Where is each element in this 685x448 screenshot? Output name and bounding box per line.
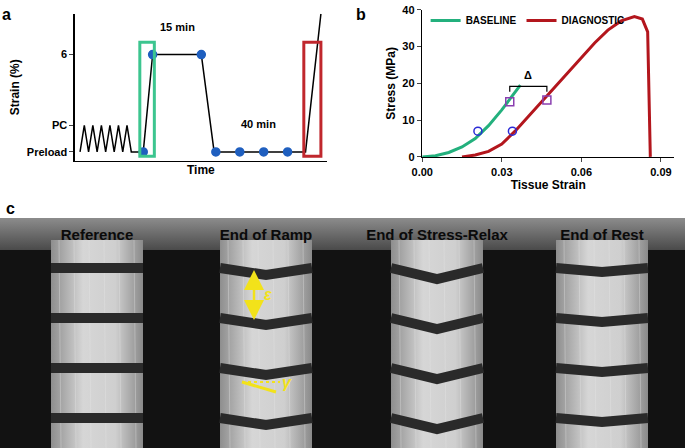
svg-text:40 min: 40 min bbox=[241, 118, 276, 130]
svg-text:0.09: 0.09 bbox=[650, 166, 671, 178]
svg-text:End of Stress-Relax: End of Stress-Relax bbox=[366, 226, 508, 243]
svg-text:End of Ramp: End of Ramp bbox=[220, 226, 313, 243]
svg-text:30: 30 bbox=[402, 40, 414, 52]
svg-text:6: 6 bbox=[61, 48, 67, 60]
svg-text:0.00: 0.00 bbox=[412, 166, 433, 178]
svg-text:40: 40 bbox=[402, 4, 414, 16]
svg-text:20: 20 bbox=[402, 77, 414, 89]
svg-text:PC: PC bbox=[52, 119, 67, 131]
svg-text:γ: γ bbox=[282, 374, 292, 391]
svg-text:15 min: 15 min bbox=[160, 21, 195, 33]
svg-text:Stress (MPa): Stress (MPa) bbox=[384, 47, 398, 120]
svg-text:BASELINE: BASELINE bbox=[466, 15, 517, 26]
svg-text:b: b bbox=[356, 6, 366, 23]
svg-text:10: 10 bbox=[402, 114, 414, 126]
svg-text:Time: Time bbox=[187, 163, 215, 177]
svg-text:ε: ε bbox=[264, 286, 272, 303]
svg-text:DIAGNOSTIC: DIAGNOSTIC bbox=[562, 15, 625, 26]
svg-text:Δ: Δ bbox=[524, 69, 532, 81]
svg-text:Strain (%): Strain (%) bbox=[8, 59, 22, 115]
svg-text:Tissue Strain: Tissue Strain bbox=[511, 178, 586, 192]
svg-text:c: c bbox=[6, 200, 15, 217]
svg-text:0.03: 0.03 bbox=[491, 166, 512, 178]
svg-text:End of Rest: End of Rest bbox=[560, 226, 643, 243]
svg-text:Preload: Preload bbox=[27, 146, 67, 158]
svg-text:a: a bbox=[2, 6, 11, 23]
svg-text:Reference: Reference bbox=[61, 226, 134, 243]
svg-text:0.06: 0.06 bbox=[571, 166, 592, 178]
svg-text:0: 0 bbox=[408, 151, 414, 163]
